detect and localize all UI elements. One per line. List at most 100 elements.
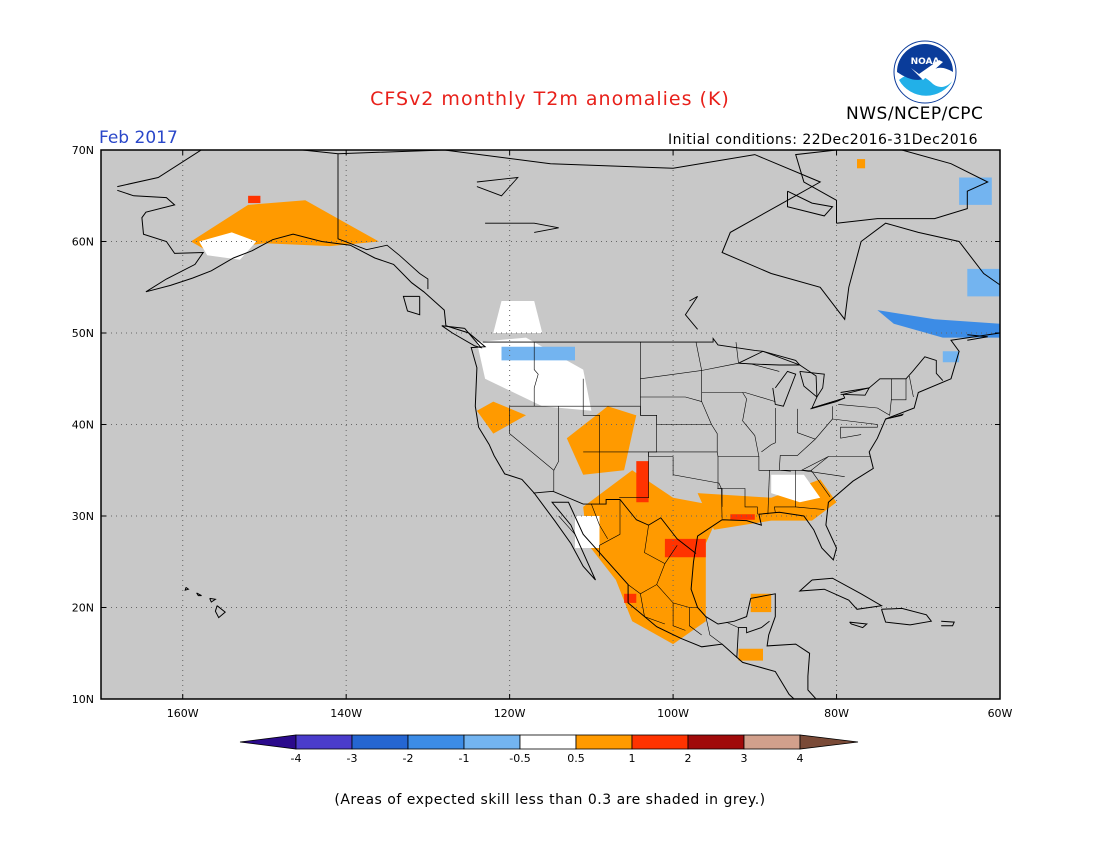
lat-tick-label: 50N — [72, 327, 94, 340]
state-border — [533, 342, 539, 407]
state-border — [767, 470, 770, 515]
coastline — [885, 413, 905, 420]
coastline — [117, 189, 795, 699]
lat-tick-label: 30N — [72, 510, 94, 523]
coastline — [441, 325, 483, 349]
state-border — [909, 375, 914, 398]
coastline — [117, 150, 1000, 699]
state-border — [640, 593, 666, 625]
anomaly-region-california-warm — [476, 401, 526, 434]
coastline — [196, 592, 202, 597]
coastline — [798, 577, 883, 610]
anomaly-region-mexico-neutral — [575, 516, 600, 548]
state-border — [689, 607, 702, 636]
state-border — [726, 621, 739, 628]
anomaly-region-northwest-cool — [501, 346, 575, 361]
coastline — [402, 295, 421, 316]
state-border — [591, 503, 608, 540]
coastline — [881, 607, 933, 626]
state-border — [761, 408, 776, 453]
country-border — [482, 337, 944, 409]
skill-footnote: (Areas of expected skill less than 0.3 a… — [334, 792, 766, 808]
country-border — [337, 153, 429, 290]
state-border — [627, 563, 666, 595]
anomaly-region-maritimes-cool — [942, 351, 960, 363]
anomaly-region-mexico-coast-hot — [624, 593, 637, 603]
anomaly-region-central-america-warm — [738, 648, 763, 661]
state-border — [717, 488, 723, 507]
map-title: CFSv2 monthly T2m anomalies (K) — [370, 88, 730, 110]
coastline — [214, 605, 226, 619]
lon-tick-label: 60W — [988, 707, 1013, 720]
legend-label: -4 — [291, 752, 302, 765]
lake-outline — [476, 176, 519, 197]
lon-tick-label: 140W — [330, 707, 362, 720]
lake-outline — [840, 387, 871, 396]
legend-label: 3 — [741, 752, 748, 765]
lake-outline — [684, 296, 698, 330]
initial-conditions: Initial conditions: 22Dec2016-31Dec2016 — [668, 132, 978, 148]
legend-arrow-high — [799, 734, 859, 750]
legend-label: 0.5 — [567, 752, 585, 765]
lat-tick-label: 10N — [72, 693, 94, 706]
legend-label: -3 — [347, 752, 358, 765]
anomaly-region-alaska-neutral — [199, 232, 257, 260]
state-border — [780, 470, 791, 472]
state-border — [701, 342, 739, 371]
state-border — [705, 616, 723, 645]
state-border — [553, 406, 560, 471]
state-border — [742, 392, 760, 457]
state-border — [656, 584, 698, 608]
state-border — [648, 451, 674, 457]
organization-label: NWS/NCEP/CPC — [846, 104, 984, 124]
color-legend: -4 -3 -2 -1 -0.5 0.5 1 2 3 4 — [239, 734, 859, 765]
legend-label: 2 — [685, 752, 692, 765]
coastline — [967, 334, 988, 341]
lon-tick-label: 120W — [494, 707, 526, 720]
lat-tick-label: 40N — [72, 419, 94, 432]
state-border — [800, 456, 845, 477]
state-border — [738, 362, 780, 372]
lat-tick-label: 60N — [72, 236, 94, 249]
country-border — [736, 620, 770, 658]
coastline — [1005, 318, 1060, 355]
lon-tick-label: 100W — [657, 707, 689, 720]
legend-swatch — [463, 734, 521, 750]
legend-swatch — [687, 734, 745, 750]
state-border — [509, 406, 555, 492]
anomaly-region-southwest-warm — [566, 406, 637, 475]
legend-swatch — [575, 734, 633, 750]
coastline — [795, 150, 989, 224]
state-border — [558, 515, 576, 535]
state-border — [891, 378, 907, 401]
anomaly-map: 70N 60N 50N 40N 30N 20N 10N 160W 140W 120W 100W 80W… — [72, 144, 1060, 765]
anomaly-region-quebec-cool — [877, 310, 1000, 338]
legend-swatch — [743, 734, 801, 750]
lat-tick-label: 20N — [72, 602, 94, 615]
map-layers — [101, 150, 1060, 699]
legend-swatch — [519, 734, 577, 750]
legend-swatch — [631, 734, 689, 750]
lake-outline — [485, 222, 559, 233]
legend-label: -0.5 — [509, 752, 530, 765]
legend-arrow-low — [239, 734, 297, 750]
state-border — [795, 506, 825, 510]
legend-swatch — [407, 734, 465, 750]
lon-tick-label: 160W — [167, 707, 199, 720]
state-border — [672, 602, 686, 631]
noaa-logo: NOAA — [893, 40, 957, 104]
coastline — [849, 621, 868, 629]
lon-tick-label: 80W — [824, 707, 849, 720]
forecast-period: Feb 2017 — [99, 128, 178, 148]
coastline — [184, 587, 190, 591]
coastline — [787, 190, 834, 217]
legend-label: 4 — [797, 752, 804, 765]
state-border — [640, 396, 702, 402]
state-border — [779, 438, 816, 471]
legend-label: -1 — [459, 752, 470, 765]
anomaly-region-labrador-cool — [967, 268, 1000, 297]
state-border — [701, 392, 776, 402]
state-border — [582, 378, 600, 505]
lat-tick-label: 70N — [72, 144, 94, 157]
noaa-logo-text: NOAA — [911, 57, 940, 67]
